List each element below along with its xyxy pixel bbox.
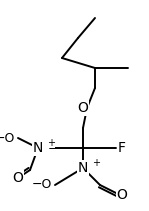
Text: −O: −O <box>32 179 52 192</box>
Text: O: O <box>13 171 23 185</box>
Text: +: + <box>92 158 100 168</box>
Text: O: O <box>117 188 127 202</box>
Text: +: + <box>47 138 55 148</box>
Text: F: F <box>118 141 126 155</box>
Text: O: O <box>77 101 88 115</box>
Text: N: N <box>33 141 43 155</box>
Text: −O: −O <box>0 131 15 145</box>
Text: N: N <box>78 161 88 175</box>
